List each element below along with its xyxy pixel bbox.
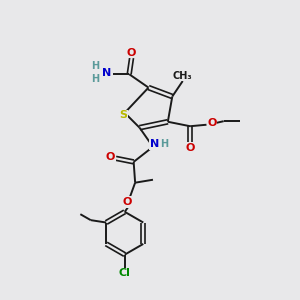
Text: CH₃: CH₃ xyxy=(173,71,193,81)
Text: N: N xyxy=(150,139,159,149)
Text: O: O xyxy=(185,143,195,153)
Text: O: O xyxy=(127,47,136,58)
Text: H: H xyxy=(160,139,168,149)
Text: Cl: Cl xyxy=(119,268,131,278)
Text: O: O xyxy=(106,152,115,162)
Text: S: S xyxy=(119,110,127,120)
Text: N: N xyxy=(102,68,111,78)
Text: H: H xyxy=(91,74,99,84)
Text: O: O xyxy=(122,197,131,207)
Text: H: H xyxy=(91,61,99,71)
Text: O: O xyxy=(207,118,217,128)
